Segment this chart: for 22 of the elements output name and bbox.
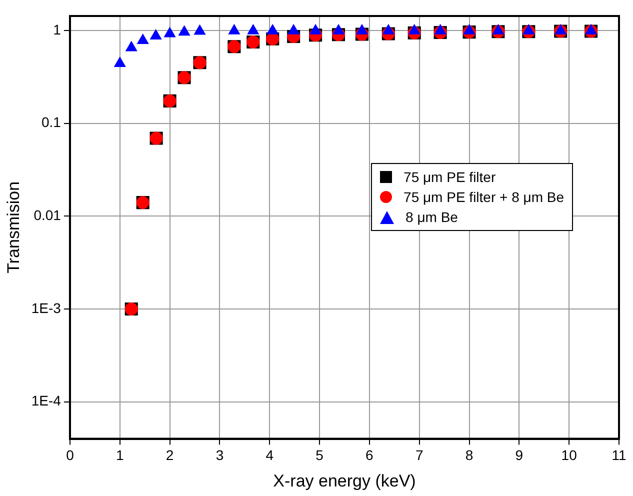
x-tick-label: 8 (465, 447, 474, 464)
x-tick-label: 7 (415, 447, 424, 464)
x-tick-label: 9 (515, 447, 524, 464)
y-axis-title: Transmision (4, 181, 23, 274)
legend-label: 75 μm PE filter (404, 169, 496, 185)
x-tick-label: 11 (612, 447, 626, 464)
y-tick-label: 0.01 (34, 206, 62, 223)
y-tick-label: 1E-3 (31, 300, 62, 316)
y-tick-label: 1E-4 (31, 392, 62, 409)
legend-label: 8 μm Be (406, 209, 458, 225)
x-axis-title: X-ray energy (keV) (273, 471, 416, 490)
y-tick-label: 0.1 (42, 114, 62, 130)
legend-label: 75 μm PE filter + 8 μm Be (404, 189, 564, 205)
x-tick-label: 1 (116, 447, 124, 464)
y-tick-label: 1 (53, 21, 62, 38)
x-tick-label: 6 (366, 447, 374, 464)
x-tick-label: 3 (216, 447, 224, 464)
x-tick-label: 10 (561, 447, 578, 464)
x-tick-label: 0 (66, 447, 74, 464)
x-tick-label: 5 (316, 447, 324, 464)
x-tick-label: 4 (266, 447, 274, 464)
x-tick-label: 2 (166, 447, 174, 464)
